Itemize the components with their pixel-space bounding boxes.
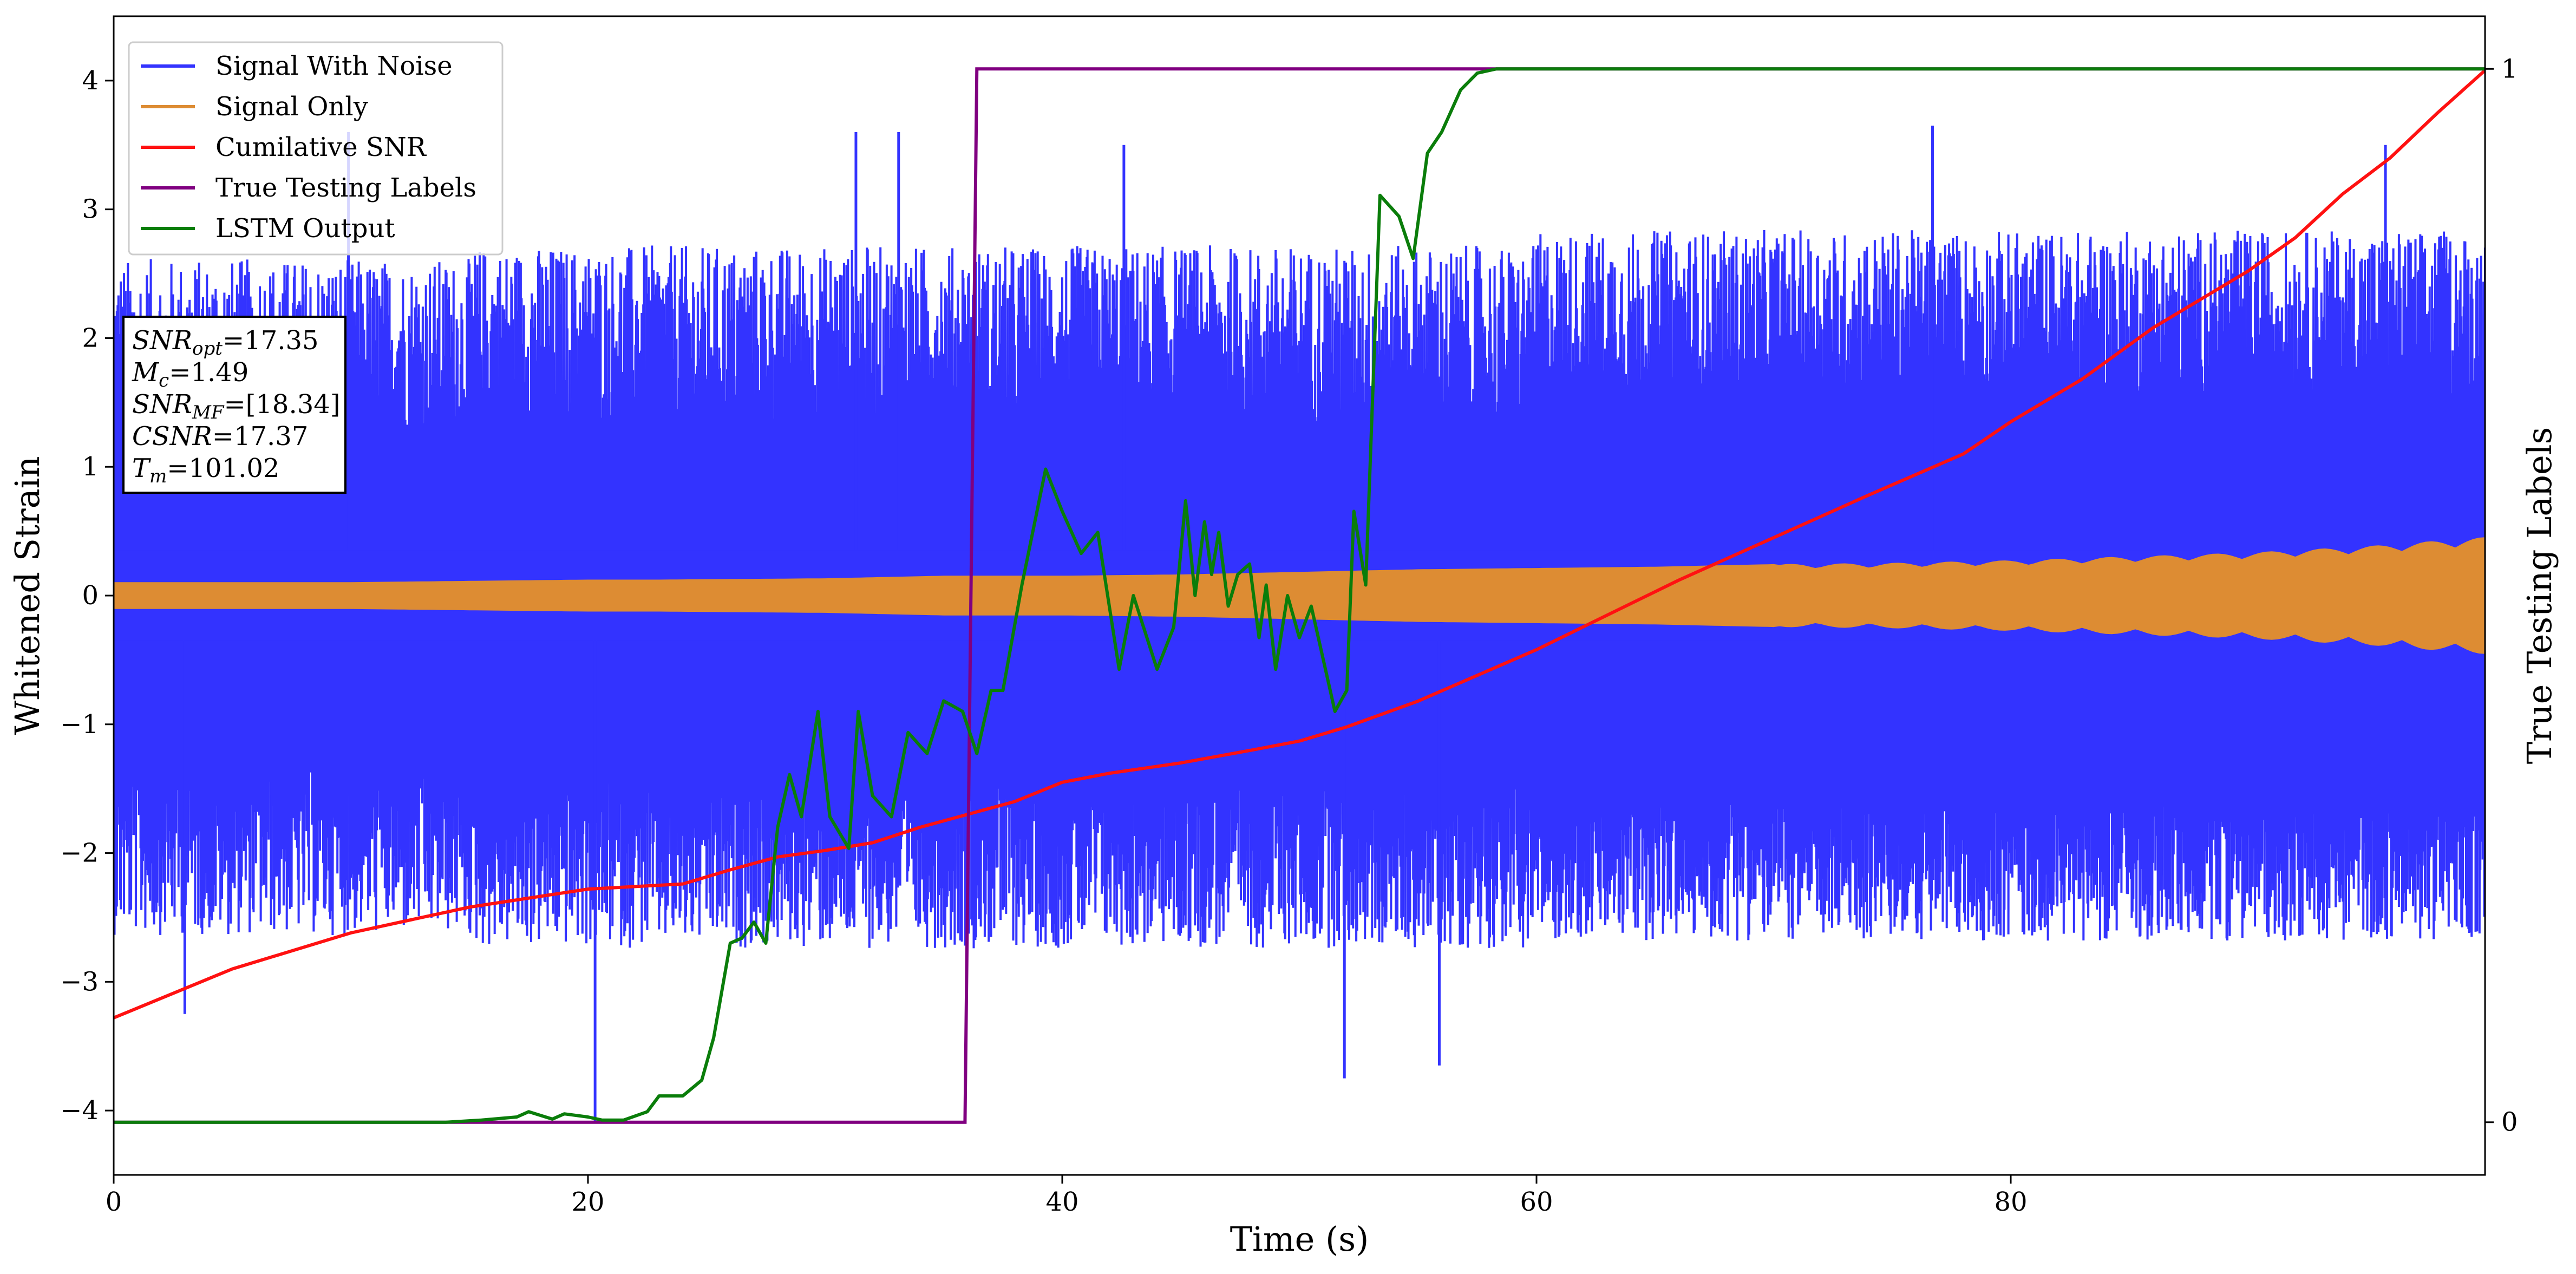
lstm-line — [114, 67, 2485, 1124]
plot-series-layer — [114, 67, 2485, 1124]
y-tick-label: 0 — [82, 580, 99, 611]
signal-envelope — [114, 537, 2485, 654]
annotation-line: CSNR=17.37 — [132, 421, 308, 452]
annotation-frame — [122, 316, 346, 494]
annotation-line: Tm=101.02 — [132, 453, 279, 487]
y2-tick-label: 1 — [2501, 54, 2518, 84]
csnr-line — [114, 69, 2485, 1020]
legend: Signal With Noise Signal Only Cumilative S… — [128, 41, 504, 256]
x-tick-label: 20 — [571, 1187, 604, 1217]
y-axis-title: Whitened Strain — [8, 456, 47, 735]
y-axis-ticks: −4 −3 −2 −1 0 1 2 3 4 — [60, 66, 114, 1126]
y2-axis-title: True Testing Labels — [2520, 427, 2559, 765]
x-axis-ticks: 0 20 40 60 80 — [106, 1175, 2028, 1217]
x-tick-label: 60 — [1520, 1187, 1553, 1217]
lstm-output-series — [114, 67, 2485, 1124]
cumulative-snr-series — [114, 69, 2485, 1020]
y-tick-label: 2 — [82, 323, 99, 353]
y-tick-label: −4 — [60, 1095, 99, 1126]
x-tick-label: 0 — [106, 1187, 122, 1217]
annotation-line: SNRMF=[18.34] — [132, 389, 341, 423]
y-tick-label: −1 — [60, 709, 99, 740]
annotation-box: SNRopt=17.35Mc=1.49SNRMF=[18.34]CSNR=17.… — [122, 316, 346, 494]
legend-label: True Testing Labels — [215, 173, 476, 203]
y-tick-label: 1 — [82, 452, 99, 482]
annotation-line: SNRopt=17.35 — [132, 325, 319, 360]
y-tick-label: −3 — [60, 966, 99, 997]
legend-label: LSTM Output — [215, 213, 395, 244]
y-tick-label: 3 — [82, 194, 99, 225]
y2-tick-label: 0 — [2501, 1107, 2518, 1138]
legend-label: Signal Only — [215, 92, 368, 122]
x-tick-label: 80 — [1994, 1187, 2027, 1217]
annotation-line: Mc=1.49 — [132, 357, 249, 391]
y-tick-label: 4 — [82, 66, 99, 96]
y2-axis-ticks: 01 — [2485, 54, 2518, 1138]
legend-box — [128, 41, 504, 256]
signal-only-series — [114, 537, 2485, 654]
legend-label: Signal With Noise — [215, 51, 453, 81]
legend-label: Cumilative SNR — [215, 132, 427, 162]
x-tick-label: 40 — [1045, 1187, 1078, 1217]
x-axis-title: Time (s) — [1230, 1219, 1369, 1259]
y-tick-label: −2 — [60, 838, 99, 868]
